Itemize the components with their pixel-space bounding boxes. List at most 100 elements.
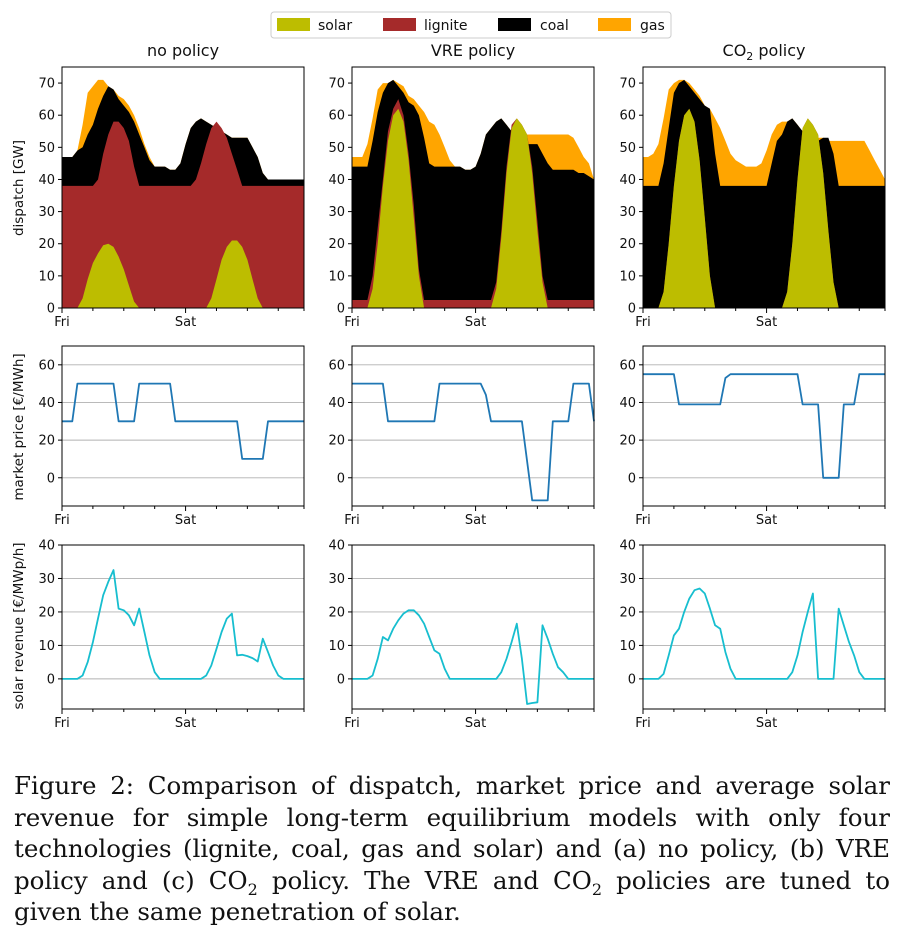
legend-item-lignite: lignite bbox=[383, 18, 468, 34]
legend-frame bbox=[270, 11, 672, 39]
y-tick-label: 40 bbox=[619, 396, 636, 411]
legend-label-gas: gas bbox=[640, 18, 665, 34]
axes-frame bbox=[642, 66, 886, 309]
y-tick-label: 20 bbox=[38, 237, 55, 252]
x-tick-label-fri: Fri bbox=[344, 315, 360, 330]
y-tick-label: 0 bbox=[337, 672, 345, 687]
panels-layer: 0 10 20 30 40 50 60 70 Fri Sat 0 10 20 30 40 50 60 70 Fri S… bbox=[38, 66, 886, 731]
ylabel-solar-revenue: solar revenue [€/MWp/h] bbox=[11, 542, 27, 709]
x-tick-label-sat: Sat bbox=[756, 716, 777, 731]
y-tick-label: 10 bbox=[619, 639, 636, 654]
y-tick-label: 50 bbox=[619, 141, 636, 156]
series-line bbox=[352, 382, 595, 502]
y-tick-label: 20 bbox=[328, 237, 345, 252]
y-tick-label: 40 bbox=[328, 173, 345, 188]
y-tick-label: 0 bbox=[628, 672, 636, 687]
panel-dispatch-vre-policy: 0 10 20 30 40 50 60 70 Fri Sat bbox=[328, 66, 595, 330]
y-tick-label: 10 bbox=[38, 639, 55, 654]
series-line bbox=[62, 569, 304, 680]
area-solar bbox=[643, 108, 885, 308]
y-tick-label: 60 bbox=[328, 358, 345, 373]
figure-panels: solar lignite coal gas no policy VRE pol… bbox=[11, 11, 886, 731]
y-tick-label: 30 bbox=[619, 205, 636, 220]
caption-sub-2: 2 bbox=[591, 879, 603, 899]
y-tick-label: 40 bbox=[328, 539, 345, 554]
series-line bbox=[643, 587, 885, 680]
y-tick-label: 60 bbox=[38, 109, 55, 124]
x-tick-label-fri: Fri bbox=[635, 315, 651, 330]
panel-price-co2-policy: 0 20 40 60 Fri Sat bbox=[619, 345, 886, 528]
legend-label-solar: solar bbox=[318, 18, 352, 34]
axes-frame bbox=[61, 544, 305, 710]
y-tick-label: 0 bbox=[47, 471, 55, 486]
panel-revenue-co2-policy: 0 10 20 30 40 Fri Sat bbox=[619, 539, 886, 731]
y-tick-label: 70 bbox=[38, 77, 55, 92]
axes-frame bbox=[351, 66, 595, 309]
y-tick-label: 20 bbox=[38, 605, 55, 620]
axes-frame bbox=[61, 345, 305, 507]
panel-dispatch-co2-policy: 0 10 20 30 40 50 60 70 Fri Sat bbox=[619, 66, 886, 330]
co2-title-sub: 2 bbox=[746, 50, 753, 63]
y-tick-label: 30 bbox=[328, 572, 345, 587]
caption-sub-1: 2 bbox=[247, 879, 258, 899]
series-line bbox=[62, 382, 304, 460]
y-tick-label: 10 bbox=[328, 639, 345, 654]
legend-swatch-lignite bbox=[383, 18, 416, 31]
x-tick-label-fri: Fri bbox=[344, 716, 360, 731]
panel-revenue-vre-policy: 0 10 20 30 40 Fri Sat bbox=[328, 539, 595, 731]
y-tick-label: 40 bbox=[619, 539, 636, 554]
y-tick-label: 50 bbox=[38, 141, 55, 156]
y-tick-label: 60 bbox=[619, 109, 636, 124]
co2-title-base: CO bbox=[723, 41, 747, 60]
x-tick-label-sat: Sat bbox=[465, 315, 486, 330]
x-tick-label-sat: Sat bbox=[465, 513, 486, 528]
y-tick-label: 10 bbox=[38, 269, 55, 284]
y-tick-label: 30 bbox=[328, 205, 345, 220]
y-tick-label: 20 bbox=[328, 605, 345, 620]
y-tick-label: 0 bbox=[47, 302, 55, 317]
area-solar bbox=[62, 240, 304, 308]
ylabel-market-price: market price [€/MWh] bbox=[11, 353, 27, 500]
legend-item-solar: solar bbox=[277, 18, 352, 34]
y-tick-label: 60 bbox=[328, 109, 345, 124]
series-line bbox=[643, 373, 885, 479]
legend: solar lignite coal gas bbox=[270, 11, 672, 39]
y-tick-label: 40 bbox=[328, 396, 345, 411]
y-tick-label: 40 bbox=[619, 173, 636, 188]
y-tick-label: 50 bbox=[328, 141, 345, 156]
axes-frame bbox=[351, 544, 595, 710]
x-tick-label-sat: Sat bbox=[175, 315, 196, 330]
axes-frame bbox=[351, 345, 595, 507]
x-tick-label-fri: Fri bbox=[635, 513, 651, 528]
x-tick-label-sat: Sat bbox=[756, 315, 777, 330]
y-tick-label: 20 bbox=[38, 434, 55, 449]
y-tick-label: 70 bbox=[619, 77, 636, 92]
panel-revenue-no-policy: 0 10 20 30 40 Fri Sat bbox=[38, 539, 305, 731]
ylabel-dispatch: dispatch [GW] bbox=[11, 140, 27, 236]
y-tick-label: 70 bbox=[328, 77, 345, 92]
x-tick-label-fri: Fri bbox=[344, 513, 360, 528]
co2-title-suffix: policy bbox=[753, 41, 805, 60]
legend-label-coal: coal bbox=[540, 18, 569, 34]
y-tick-label: 20 bbox=[328, 434, 345, 449]
axes-frame bbox=[642, 345, 886, 507]
y-tick-label: 0 bbox=[628, 302, 636, 317]
y-tick-label: 0 bbox=[628, 471, 636, 486]
y-tick-label: 60 bbox=[619, 358, 636, 373]
legend-item-gas: gas bbox=[598, 18, 665, 34]
x-tick-label-sat: Sat bbox=[756, 513, 777, 528]
y-tick-label: 20 bbox=[619, 434, 636, 449]
y-tick-label: 40 bbox=[38, 173, 55, 188]
x-tick-label-fri: Fri bbox=[54, 513, 70, 528]
x-tick-label-fri: Fri bbox=[54, 716, 70, 731]
y-tick-label: 30 bbox=[38, 205, 55, 220]
area-solar bbox=[352, 108, 594, 308]
legend-item-coal: coal bbox=[498, 18, 569, 34]
column-title-no-policy: no policy bbox=[147, 41, 219, 60]
panel-price-vre-policy: 0 20 40 60 Fri Sat bbox=[328, 345, 595, 528]
y-tick-label: 30 bbox=[38, 572, 55, 587]
caption-part-1: Figure 2: Comparison of dispatch, market… bbox=[14, 771, 890, 895]
panel-dispatch-no-policy: 0 10 20 30 40 50 60 70 Fri Sat bbox=[38, 66, 305, 330]
y-tick-label: 40 bbox=[38, 539, 55, 554]
y-tick-label: 0 bbox=[337, 302, 345, 317]
